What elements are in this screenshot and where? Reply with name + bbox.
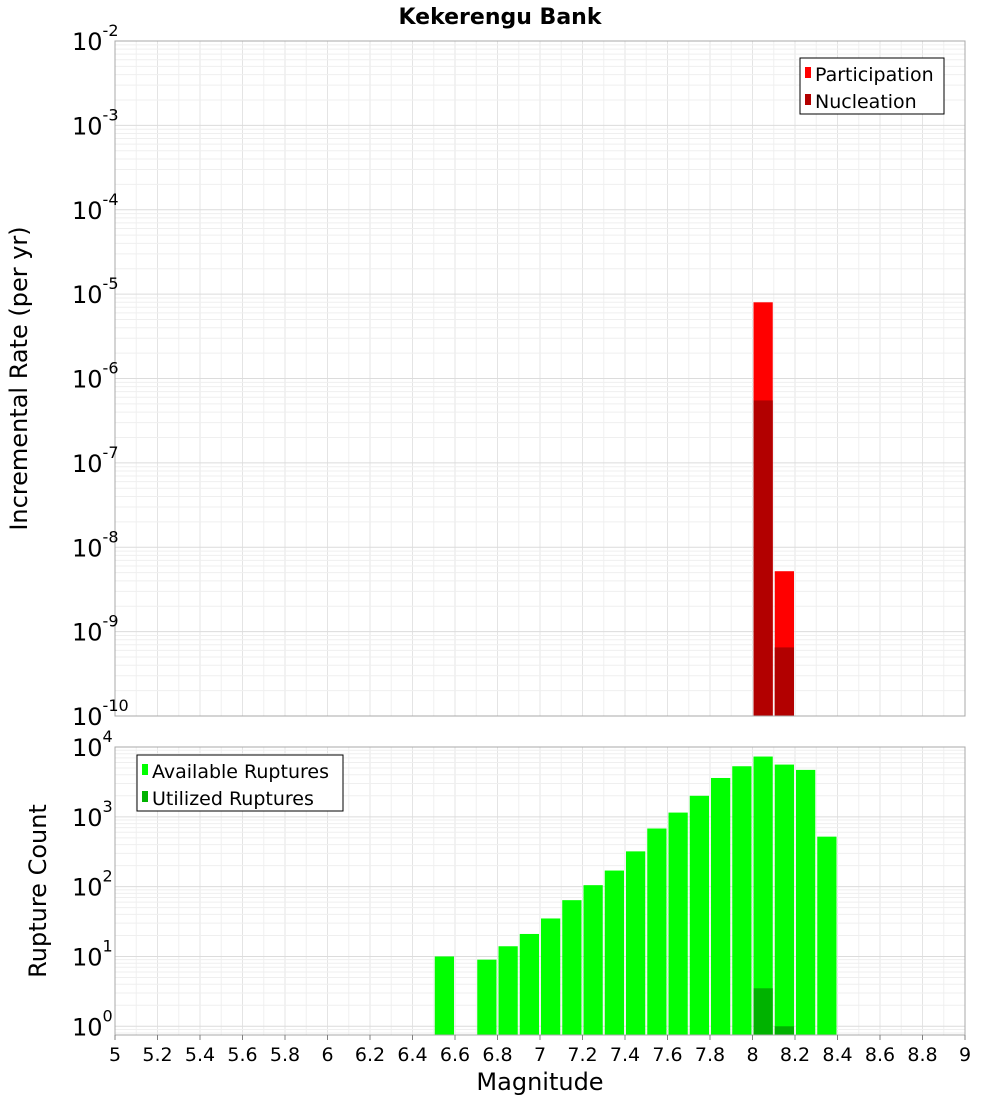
- legend-box: [799, 57, 945, 115]
- bottom-count-chart: 104 103 102 101 100 Rupture Count 5 5.2 5.4 5.6 5.…: [24, 727, 971, 1096]
- x-tick-label: 8.6: [865, 1044, 895, 1066]
- legend-swatch: [805, 67, 811, 78]
- x-tick-label: 7.6: [652, 1044, 682, 1066]
- legend-label: Nucleation: [815, 91, 917, 113]
- bars: [434, 756, 837, 1035]
- bar-available-ruptures: [711, 777, 731, 1035]
- legend-swatch: [805, 94, 811, 105]
- x-tick-label: 6.6: [440, 1044, 470, 1066]
- bar-utilized-ruptures: [753, 988, 773, 1035]
- x-tick-label: 5.6: [227, 1044, 257, 1066]
- x-tick-label: 8: [746, 1044, 758, 1066]
- plot-frame: [114, 40, 966, 717]
- x-tick-label: 5.8: [270, 1044, 300, 1066]
- bars: [753, 302, 794, 716]
- x-tick-label: 5: [109, 1044, 121, 1066]
- bar-available-ruptures: [753, 756, 773, 1035]
- bar-available-ruptures: [689, 795, 709, 1035]
- y-tick-label: 10-7: [72, 443, 119, 478]
- x-tick-label: 7: [534, 1044, 546, 1066]
- bar-available-ruptures: [434, 956, 454, 1035]
- y-tick-label: 101: [72, 936, 113, 971]
- x-tick-label: 7.2: [567, 1044, 597, 1066]
- bar-utilized-ruptures: [774, 1026, 794, 1035]
- y-tick-label: 10-3: [72, 105, 119, 140]
- y-tick-label: 10-4: [72, 190, 119, 225]
- y-tick-labels: 104 103 102 101 100: [72, 727, 113, 1041]
- legend-box: [136, 754, 344, 812]
- bar-nucleation: [753, 400, 773, 716]
- legend-label: Participation: [815, 64, 934, 86]
- legend: Participation Nucleation: [799, 57, 945, 115]
- bar-available-ruptures: [647, 828, 667, 1035]
- bar-available-ruptures: [498, 946, 518, 1035]
- x-tick-label: 7.4: [610, 1044, 640, 1066]
- bar-available-ruptures: [562, 900, 582, 1035]
- x-tick-label: 7.8: [695, 1044, 725, 1066]
- y-tick-label: 10-5: [72, 274, 119, 309]
- bar-available-ruptures: [626, 851, 646, 1035]
- x-tick-label: 8.4: [822, 1044, 852, 1066]
- y-tick-label: 103: [72, 797, 113, 832]
- y-tick-label: 10-2: [72, 21, 119, 56]
- chart-title: Kekerengu Bank: [399, 5, 603, 30]
- bar-available-ruptures: [477, 959, 497, 1035]
- y-axis-label: Incremental Rate (per yr): [5, 226, 33, 530]
- x-axis-label: Magnitude: [476, 1068, 603, 1096]
- bar-available-ruptures: [796, 769, 816, 1035]
- x-tick-labels: 5 5.2 5.4 5.6 5.8 6 6.2 6.4 6.6 6.8 7 7.2 7.4 7.6 7.8 8…: [109, 1035, 971, 1066]
- x-tick-label: 9: [959, 1044, 971, 1066]
- legend: Available Ruptures Utilized Ruptures: [136, 754, 344, 812]
- grid: [114, 40, 966, 717]
- bar-available-ruptures: [604, 870, 624, 1035]
- bar-available-ruptures: [519, 933, 539, 1035]
- y-tick-label: 100: [72, 1006, 113, 1041]
- bar-available-ruptures: [541, 918, 561, 1035]
- y-tick-label: 10-10: [72, 696, 129, 731]
- bar-available-ruptures: [583, 885, 603, 1035]
- x-tick-label: 6: [321, 1044, 333, 1066]
- legend-swatch: [142, 791, 148, 802]
- legend-label: Available Ruptures: [152, 761, 329, 783]
- bar-available-ruptures: [668, 812, 688, 1035]
- top-rate-chart: 10-2 10-3 10-4 10-5 10-6 10-7 10-8 10-9 10-10 Inc…: [5, 5, 966, 731]
- y-tick-label: 10-6: [72, 359, 119, 394]
- x-tick-label: 8.8: [907, 1044, 937, 1066]
- x-tick-label: 5.4: [185, 1044, 215, 1066]
- bar-available-ruptures: [817, 836, 837, 1035]
- x-tick-label: 6.4: [397, 1044, 427, 1066]
- x-tick-label: 8.2: [780, 1044, 810, 1066]
- y-tick-labels: 10-2 10-3 10-4 10-5 10-6 10-7 10-8 10-9 10-10: [72, 21, 129, 731]
- y-tick-label: 104: [72, 727, 113, 762]
- x-tick-label: 5.2: [142, 1044, 172, 1066]
- x-tick-label: 6.2: [355, 1044, 385, 1066]
- legend-label: Utilized Ruptures: [152, 788, 314, 810]
- y-tick-label: 10-9: [72, 612, 119, 647]
- bar-available-ruptures: [774, 764, 794, 1035]
- legend-swatch: [142, 764, 148, 775]
- y-tick-label: 10-8: [72, 527, 119, 562]
- x-tick-label: 6.8: [482, 1044, 512, 1066]
- y-axis-label: Rupture Count: [24, 804, 52, 978]
- bar-nucleation: [774, 647, 794, 716]
- y-tick-label: 102: [72, 867, 113, 902]
- bar-available-ruptures: [732, 766, 752, 1035]
